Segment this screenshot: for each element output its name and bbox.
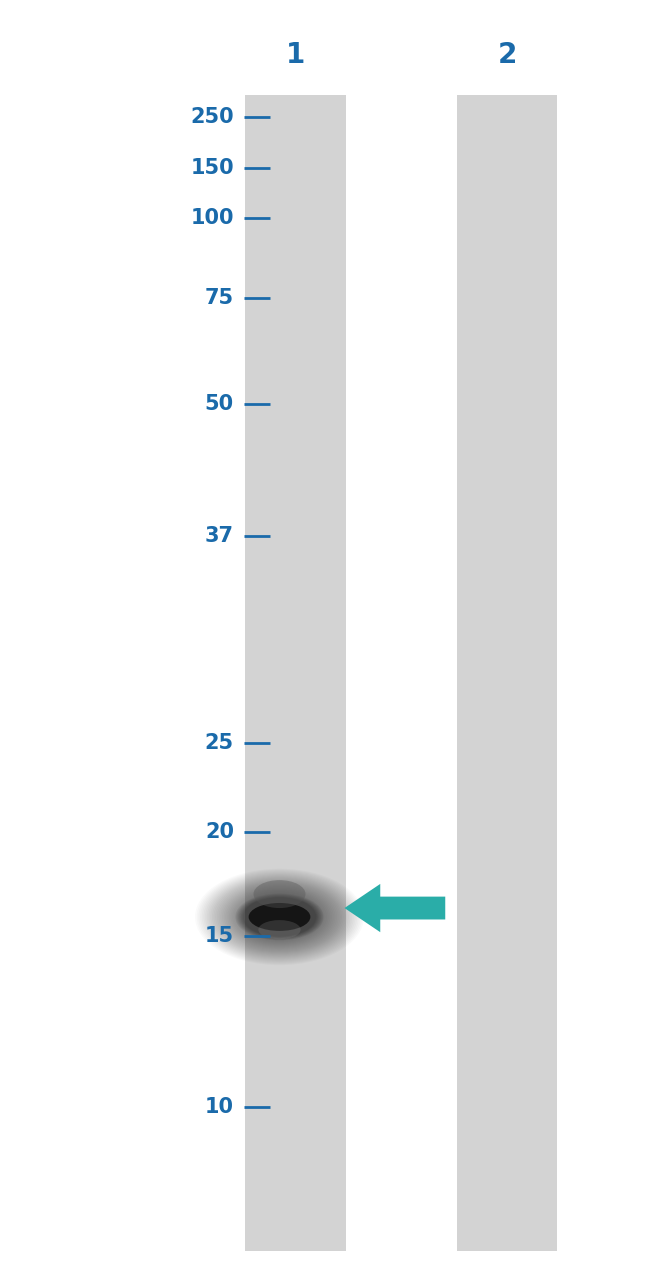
Text: 50: 50 <box>205 394 234 414</box>
Ellipse shape <box>259 919 300 940</box>
Text: 37: 37 <box>205 526 234 546</box>
Text: 2: 2 <box>497 41 517 69</box>
Bar <box>456 95 558 1251</box>
Ellipse shape <box>248 903 311 931</box>
Ellipse shape <box>254 880 306 908</box>
FancyArrow shape <box>344 884 445 932</box>
Bar <box>246 95 346 1251</box>
Text: 1: 1 <box>286 41 306 69</box>
Text: 100: 100 <box>190 208 234 229</box>
Text: 10: 10 <box>205 1097 234 1118</box>
Text: 75: 75 <box>205 288 234 309</box>
Text: 250: 250 <box>190 107 234 127</box>
Text: 150: 150 <box>190 157 234 178</box>
Text: 15: 15 <box>205 926 234 946</box>
Text: 25: 25 <box>205 733 234 753</box>
Text: 20: 20 <box>205 822 234 842</box>
